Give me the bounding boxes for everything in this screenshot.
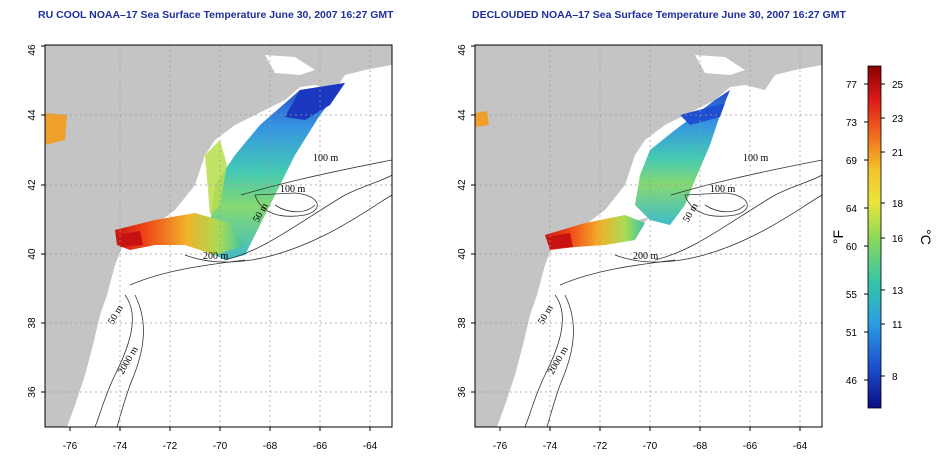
fahrenheit-tick: 51: [846, 328, 858, 339]
land-mass: [475, 45, 822, 427]
map-title-left: RU COOL NOAA–17 Sea Surface Temperature …: [38, 9, 394, 21]
contour-label: 100 m: [710, 184, 736, 195]
x-tick-label: -76: [493, 441, 508, 452]
contour-label: 100 m: [743, 153, 769, 164]
x-axis-left: -76 -74 -72 -70 -68 -66 -64: [63, 427, 378, 452]
y-tick-label: 44: [27, 109, 38, 121]
y-tick-label: 46: [457, 44, 468, 56]
sst-swath: [205, 83, 345, 260]
contour-label: 100 m: [313, 153, 339, 164]
map-title-right: DECLOUDED NOAA–17 Sea Surface Temperatur…: [472, 9, 846, 21]
celsius-tick: 13: [892, 286, 904, 297]
y-tick-label: 40: [457, 248, 468, 260]
map-panel-right: 100 m 100 m 50 m 200 m 50 m 2000 m: [474, 44, 823, 428]
celsius-tick: 23: [892, 114, 904, 125]
fahrenheit-tick: 77: [846, 80, 858, 91]
celsius-tick: 16: [892, 234, 904, 245]
y-tick-label: 42: [27, 179, 38, 191]
y-axis-right: 36 38 40 42 44 46: [457, 44, 475, 398]
celsius-unit-label: °C: [918, 229, 934, 245]
y-tick-label: 36: [27, 386, 38, 398]
fahrenheit-tick: 73: [846, 118, 858, 129]
map-panel-left: 100 m 100 m 50 m 200 m 50 m 2000 m: [44, 44, 393, 428]
fahrenheit-unit-label: °F: [830, 230, 846, 244]
x-tick-label: -74: [543, 441, 558, 452]
x-tick-label: -64: [363, 441, 378, 452]
x-tick-label: -70: [213, 441, 228, 452]
sst-swath: [635, 90, 730, 225]
x-tick-label: -70: [643, 441, 658, 452]
y-tick-label: 38: [27, 317, 38, 329]
celsius-tick: 8: [892, 372, 898, 383]
y-axis-left: 36 38 40 42 44 46: [27, 44, 45, 398]
y-tick-label: 38: [457, 317, 468, 329]
x-tick-label: -66: [743, 441, 758, 452]
y-tick-label: 44: [457, 109, 468, 121]
land-mass: [45, 45, 392, 427]
x-tick-label: -66: [313, 441, 328, 452]
x-tick-label: -72: [593, 441, 608, 452]
x-tick-label: -68: [263, 441, 278, 452]
x-tick-label: -72: [163, 441, 178, 452]
celsius-tick: 11: [892, 320, 903, 331]
fahrenheit-tick: 69: [846, 156, 858, 167]
x-axis-right: -76 -74 -72 -70 -68 -66 -64: [493, 427, 808, 452]
contour-label: 200 m: [203, 251, 229, 262]
fahrenheit-tick: 60: [846, 242, 858, 253]
celsius-tick: 25: [892, 80, 904, 91]
y-tick-label: 36: [457, 386, 468, 398]
y-tick-label: 46: [27, 44, 38, 56]
colorbar: 77 73 69 64 60 55 51 46 25 23 21 18 16 1…: [830, 65, 934, 409]
x-tick-label: -64: [793, 441, 808, 452]
fahrenheit-tick: 64: [846, 204, 858, 215]
y-tick-label: 40: [27, 248, 38, 260]
fahrenheit-tick: 46: [846, 376, 858, 387]
contour-label: 100 m: [280, 184, 306, 195]
x-tick-label: -74: [113, 441, 128, 452]
fahrenheit-tick: 55: [846, 290, 858, 301]
contour-label: 200 m: [633, 251, 659, 262]
colorbar-gradient: [867, 65, 882, 409]
x-tick-label: -68: [693, 441, 708, 452]
celsius-tick: 18: [892, 199, 904, 210]
celsius-tick: 21: [892, 148, 904, 159]
x-tick-label: -76: [63, 441, 78, 452]
y-tick-label: 42: [457, 179, 468, 191]
